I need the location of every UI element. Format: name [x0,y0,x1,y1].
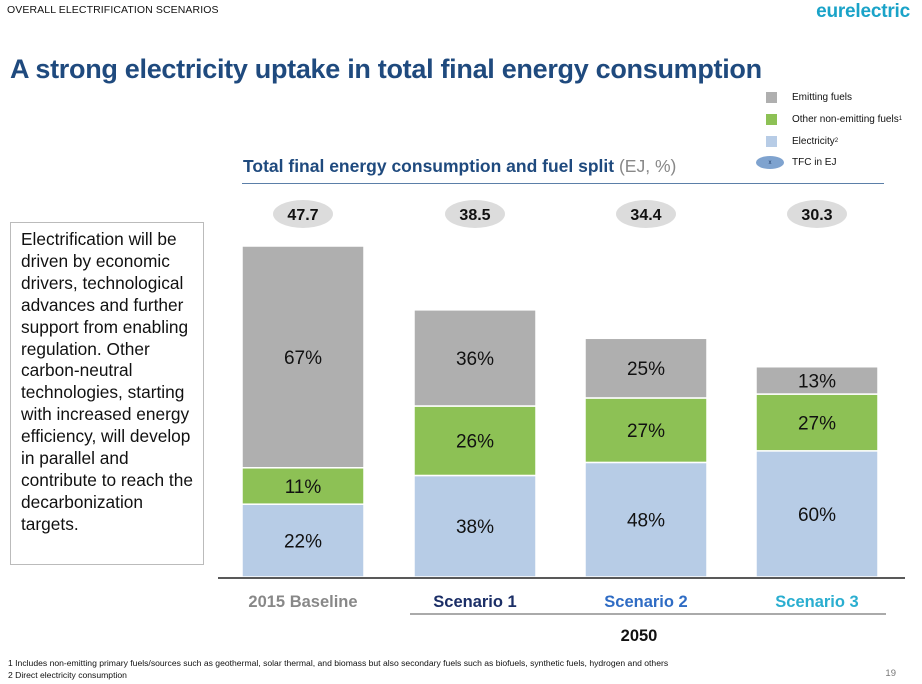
segment-label: 25% [627,359,665,380]
total-label: 47.7 [287,207,318,224]
segment-label: 26% [456,432,494,453]
segment-label: 60% [798,505,836,526]
total-ellipse [273,200,333,228]
segment-label: 48% [627,511,665,532]
category-label: Scenario 1 [433,593,516,611]
total-ellipse [445,200,505,228]
legend-label: Other non-emitting fuels [792,114,899,125]
legend-item-emitting: Emitting fuels [760,92,852,103]
title-divider [242,183,884,184]
category-label: 2015 Baseline [248,593,357,611]
segment-label: 27% [798,413,836,434]
bar-segment [755,365,879,395]
bar-segment [413,309,537,407]
segment-label: 13% [798,371,836,392]
legend-item-electricity: Electricity 2 [760,136,838,147]
total-ellipse [616,200,676,228]
bar-segment [413,474,537,578]
legend-label: Emitting fuels [792,92,853,103]
total-ellipse [787,200,847,228]
tfc-ellipse-icon: x [756,156,784,169]
segment-label: 67% [284,348,322,369]
segment-label: 11% [285,477,322,498]
chart-title-unit: (EJ, %) [618,156,677,176]
legend-footnote-mark: 2 [834,137,839,144]
legend-item-tfc: x TFC in EJ [756,156,836,169]
segment-label: 27% [627,421,665,442]
footnotes: 1 Includes non-emitting primary fuels/so… [8,657,668,681]
legend-item-non-emitting: Other non-emitting fuels 1 [760,114,902,125]
chart-title-text: Total final energy consumption and fuel … [243,156,615,176]
category-label: Scenario 2 [604,593,687,611]
segment-label: 36% [456,349,494,370]
summary-textbox: Electrification will be driven by econom… [10,222,204,565]
bar-segment [241,503,365,578]
group-label: 2050 [621,627,658,645]
bar-segment [584,461,708,578]
legend-label: Electricity [792,136,835,147]
legend-footnote-mark: 1 [898,115,903,122]
legend-swatch-emitting [766,92,777,103]
chart-title: Total final energy consumption and fuel … [243,156,676,177]
legend-label: TFC in EJ [792,157,837,168]
page-number: 19 [885,668,896,679]
footnote-2: 2 Direct electricity consumption [8,670,127,680]
bar-segment [241,245,365,469]
section-label: OVERALL ELECTRIFICATION SCENARIOS [7,4,219,16]
bar-segment [413,405,537,477]
category-label: Scenario 3 [775,593,858,611]
footnote-1: 1 Includes non-emitting primary fuels/so… [8,658,669,668]
page-title: A strong electricity uptake in total fin… [10,54,762,84]
legend-swatch-non-emitting [766,114,777,125]
segment-label: 38% [456,517,494,538]
legend-swatch-electricity [766,136,777,147]
bar-segment [241,467,365,505]
brand-logo: eurelectric [816,1,910,22]
bar-segment [584,397,708,464]
total-label: 34.4 [630,207,661,224]
bar-segment [584,337,708,399]
total-label: 30.3 [801,207,832,224]
segment-label: 22% [284,532,322,553]
total-label: 38.5 [459,207,490,224]
